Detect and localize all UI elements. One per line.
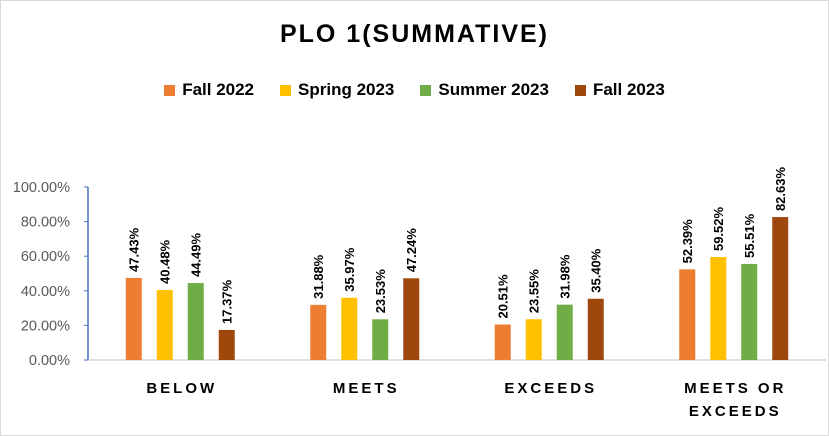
x-category-label: MEETS OR xyxy=(684,380,786,397)
data-label: 35.40% xyxy=(589,248,604,293)
legend-swatch xyxy=(574,84,586,96)
x-category-label: BELOW xyxy=(146,380,217,397)
legend-swatch xyxy=(420,84,432,96)
legend-label: Fall 2022 xyxy=(182,80,255,99)
data-label: 55.51% xyxy=(742,213,757,258)
y-tick-label: 60.00% xyxy=(21,249,70,265)
legend-swatch xyxy=(164,84,176,96)
data-label: 23.53% xyxy=(373,269,388,314)
data-label: 44.49% xyxy=(189,233,204,278)
data-label: 40.48% xyxy=(158,239,173,284)
bar xyxy=(156,289,173,360)
bar xyxy=(741,263,758,360)
bar xyxy=(372,319,389,360)
bar xyxy=(187,283,204,360)
bar xyxy=(679,269,696,360)
x-category-label: EXCEEDS xyxy=(689,403,782,420)
bar xyxy=(525,319,542,360)
bar xyxy=(218,329,235,360)
data-label: 20.51% xyxy=(496,274,511,319)
y-tick-label: 100.00% xyxy=(13,180,70,196)
data-label: 47.43% xyxy=(127,227,142,272)
bar xyxy=(310,304,327,360)
bar xyxy=(587,298,604,360)
data-label: 35.97% xyxy=(342,247,357,292)
bar xyxy=(341,297,358,360)
data-label: 31.98% xyxy=(558,254,573,299)
data-label: 52.39% xyxy=(680,219,695,264)
bar xyxy=(710,257,727,360)
legend-swatch xyxy=(280,84,292,96)
bar xyxy=(772,217,789,360)
bar xyxy=(125,277,142,360)
data-label: 17.37% xyxy=(220,279,235,324)
bar xyxy=(494,324,511,360)
legend-item-spring-2023: Spring 2023 xyxy=(280,80,394,100)
data-label: 59.52% xyxy=(711,206,726,251)
y-tick-label: 0.00% xyxy=(29,353,70,369)
bar xyxy=(403,278,420,360)
y-tick-label: 20.00% xyxy=(21,318,70,334)
bar xyxy=(556,304,573,360)
chart-title: PLO 1(SUMMATIVE) xyxy=(279,20,550,48)
x-category-label: EXCEEDS xyxy=(504,380,597,397)
data-label: 82.63% xyxy=(773,167,788,212)
legend: Fall 2022 Spring 2023 Summer 2023 Fall 2… xyxy=(0,80,829,100)
y-tick-label: 40.00% xyxy=(21,284,70,300)
data-label: 47.24% xyxy=(404,228,419,273)
legend-item-fall-2023: Fall 2023 xyxy=(574,80,665,100)
x-category-label: MEETS xyxy=(333,380,400,397)
y-tick-label: 80.00% xyxy=(21,215,70,231)
legend-item-fall-2022: Fall 2022 xyxy=(164,80,254,100)
legend-label: Fall 2023 xyxy=(592,80,665,99)
legend-label: Summer 2023 xyxy=(438,80,549,99)
data-label: 23.55% xyxy=(527,269,542,314)
data-label: 31.88% xyxy=(311,254,326,299)
legend-item-summer-2023: Summer 2023 xyxy=(420,80,549,100)
legend-label: Spring 2023 xyxy=(298,80,395,99)
